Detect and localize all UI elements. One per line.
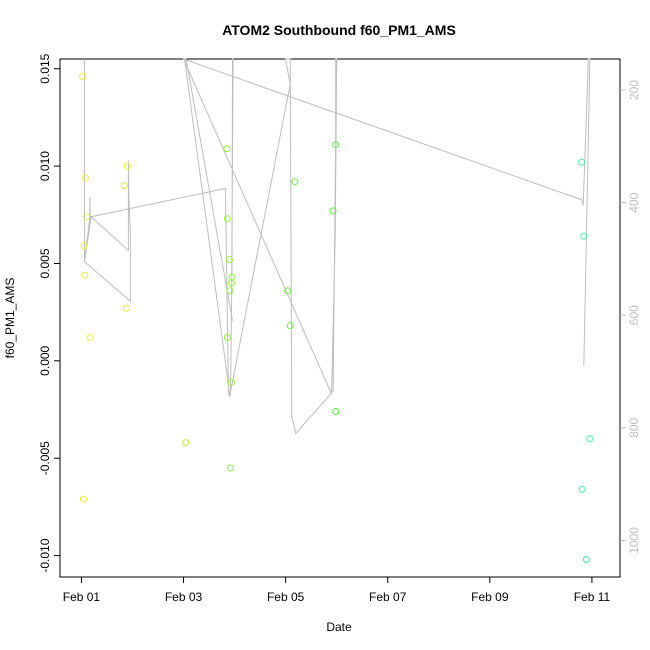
data-point	[80, 242, 88, 250]
data-point	[578, 485, 586, 493]
plot-frame	[59, 58, 621, 578]
x-axis: Feb 01 Feb 03 Feb 05 Feb 07 Feb 09 Feb 11	[63, 577, 611, 604]
data-point	[81, 271, 89, 279]
data-point	[123, 162, 131, 170]
y2-tick-label: 600	[627, 305, 641, 325]
x-tick-label: Feb 11	[574, 590, 611, 604]
y-tick-label: 0.010	[38, 151, 52, 181]
y2-axis: 200 400 600 800 1000	[620, 80, 641, 554]
data-point	[182, 439, 190, 447]
data-point	[86, 334, 94, 341]
x-tick-label: Feb 05	[267, 590, 305, 604]
data-point	[79, 73, 86, 80]
y2-tick-label: 1000	[627, 527, 641, 554]
data-point	[226, 287, 234, 295]
data-point	[284, 287, 292, 295]
data-point	[329, 207, 337, 215]
data-point	[332, 408, 340, 415]
y-axis-label: f60_PM1_AMS	[3, 278, 17, 359]
y-tick-label: 0.000	[38, 345, 52, 375]
data-point	[223, 215, 231, 223]
y-tick-label: 0.015	[38, 53, 52, 83]
data-point	[226, 256, 233, 264]
x-tick-label: Feb 07	[369, 590, 407, 604]
data-point	[227, 464, 234, 472]
y-tick-label: -0.010	[38, 538, 52, 572]
y2-tick-label: 400	[627, 192, 641, 212]
data-points	[79, 73, 594, 563]
secondary-series-line	[83, 58, 591, 435]
secondary-series	[83, 58, 591, 435]
y-tick-label: -0.005	[38, 441, 52, 475]
data-point	[291, 178, 299, 186]
x-tick-label: Feb 01	[63, 590, 101, 604]
y-tick-label: 0.005	[38, 248, 52, 278]
data-point	[80, 495, 87, 503]
x-tick-label: Feb 03	[165, 590, 203, 604]
y2-tick-label: 200	[627, 80, 641, 100]
data-point	[578, 158, 586, 166]
data-point	[223, 145, 231, 153]
data-point	[228, 378, 235, 386]
data-point	[286, 322, 294, 330]
chart-title: ATOM2 Southbound f60_PM1_AMS	[222, 22, 456, 38]
data-point	[223, 334, 231, 341]
data-point	[582, 556, 590, 563]
data-point	[228, 279, 235, 287]
data-point	[82, 174, 89, 182]
data-point	[120, 182, 128, 190]
data-point	[83, 213, 90, 221]
y2-tick-label: 800	[627, 417, 641, 437]
data-point	[580, 232, 588, 240]
x-tick-label: Feb 09	[471, 590, 509, 604]
data-point	[122, 304, 130, 312]
data-point	[586, 435, 594, 443]
data-point	[332, 141, 340, 149]
y-axis: -0.010 -0.005 0.000 0.005 0.010 0.015	[38, 53, 60, 573]
x-axis-label: Date	[326, 620, 352, 634]
